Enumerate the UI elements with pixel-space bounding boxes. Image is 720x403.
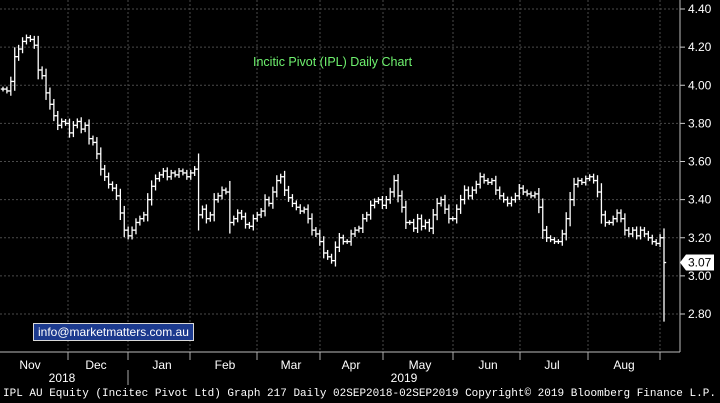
y-tick-label: 3.40 <box>688 193 712 207</box>
last-price-label: 3.07 <box>688 256 712 270</box>
year-label: 2018 <box>49 371 76 385</box>
y-tick-label: 3.60 <box>688 155 712 169</box>
x-tick-label: May <box>409 358 432 372</box>
y-tick-label: 2.80 <box>688 307 712 321</box>
footer-bar: IPL AU Equity (Incitec Pivot Ltd) Graph … <box>0 385 720 403</box>
x-tick-label: Nov <box>19 358 40 372</box>
x-tick-label: Dec <box>85 358 106 372</box>
email-label: info@marketmatters.com.au <box>33 323 194 341</box>
plot-background <box>0 0 680 352</box>
y-tick-label: 3.80 <box>688 116 712 130</box>
y-tick-label: 4.40 <box>688 2 712 16</box>
y-tick-label: 4.20 <box>688 40 712 54</box>
y-tick-label: 4.00 <box>688 78 712 92</box>
y-tick-label: 3.20 <box>688 231 712 245</box>
x-tick-label: Mar <box>281 358 302 372</box>
year-label: 2019 <box>391 371 418 385</box>
x-tick-label: Jul <box>544 358 559 372</box>
x-tick-label: Jun <box>478 358 497 372</box>
x-tick-label: Apr <box>342 358 361 372</box>
y-tick-label: 3.00 <box>688 269 712 283</box>
x-tick-label: Feb <box>215 358 236 372</box>
last-price-tag <box>680 254 714 271</box>
x-tick-label: Aug <box>613 358 634 372</box>
x-tick-label: Jan <box>152 358 171 372</box>
chart-title: Incitic Pivot (IPL) Daily Chart <box>253 55 413 69</box>
